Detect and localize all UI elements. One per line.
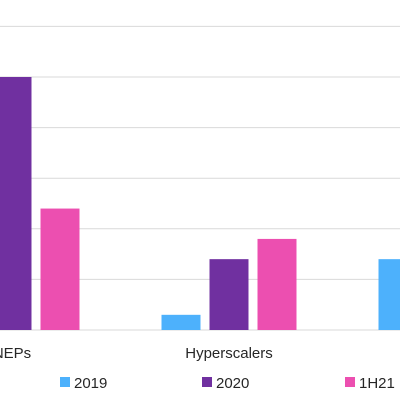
legend-item-2019: 2019 [60, 375, 107, 392]
legend-label: 2019 [74, 375, 107, 392]
legend-swatch [345, 377, 355, 387]
legend-label: 2020 [216, 375, 249, 392]
legend-item-1h21: 1H21 [345, 375, 395, 392]
legend: 2019 2020 1H21 [60, 375, 395, 392]
bar-2020-hyperscalers [209, 259, 249, 330]
bars [0, 77, 400, 330]
x-tick-label: Hyperscalers [185, 345, 273, 362]
legend-item-2020: 2020 [202, 375, 249, 392]
bar-2019-it [378, 259, 400, 330]
bar-1h21-hyperscalers [257, 238, 297, 330]
bar-1h21-neps [40, 208, 80, 330]
bar-2020-neps [0, 77, 32, 330]
legend-swatch [60, 377, 70, 387]
legend-label: 1H21 [359, 375, 395, 392]
legend-swatch [202, 377, 212, 387]
bar-2019-hyperscalers [161, 314, 201, 330]
x-tick-labels: NEPsHyperscalersIT [0, 345, 273, 362]
x-tick-label: NEPs [0, 345, 31, 362]
